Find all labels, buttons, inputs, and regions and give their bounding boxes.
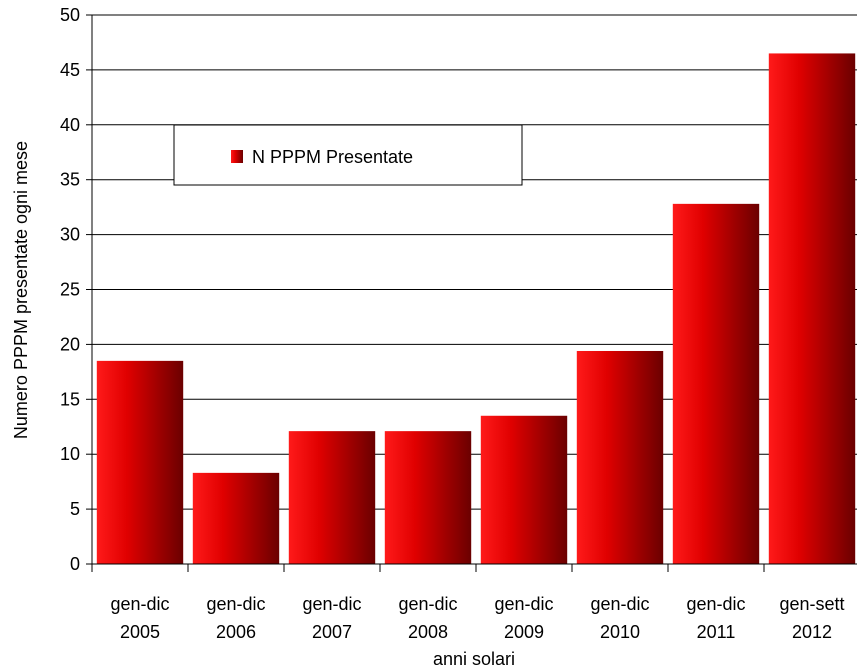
y-tick-label: 20 [60, 334, 80, 354]
x-tick-label: 2012 [792, 622, 832, 642]
bar [288, 431, 376, 564]
y-tick-label: 45 [60, 60, 80, 80]
x-tick-label: gen-dic [494, 594, 553, 614]
legend-swatch [231, 150, 243, 163]
bar [480, 415, 568, 564]
x-tick-label: gen-dic [110, 594, 169, 614]
x-tick-label: gen-dic [686, 594, 745, 614]
y-tick-label: 5 [70, 499, 80, 519]
y-tick-label: 50 [60, 5, 80, 25]
legend: N PPPM Presentate [173, 124, 523, 186]
y-tick-label: 35 [60, 170, 80, 190]
x-tick-label: 2008 [408, 622, 448, 642]
x-tick-label: gen-dic [398, 594, 457, 614]
x-tick-label: 2005 [120, 622, 160, 642]
x-tick-label: 2011 [697, 622, 736, 642]
x-axis-label: anni solari [433, 649, 515, 669]
bar [96, 360, 184, 564]
bar [768, 53, 856, 565]
y-tick-label: 30 [60, 225, 80, 245]
tick-labels: 0 5 10 15 20 25 30 35 40 45 50 gen-dic 2005 gen-dic 20… [60, 5, 845, 642]
y-axis-label: Numero PPPM presentate ogni mese [11, 141, 31, 439]
bar [576, 350, 664, 564]
x-tick-label: gen-dic [302, 594, 361, 614]
x-tick-label: gen-sett [779, 594, 844, 614]
axes [86, 14, 857, 572]
bar [672, 203, 760, 564]
y-tick-label: 40 [60, 115, 80, 135]
legend-label: N PPPM Presentate [252, 147, 413, 167]
y-tick-label: 0 [70, 554, 80, 574]
y-tick-label: 10 [60, 444, 80, 464]
bar [192, 472, 280, 564]
x-tick-label: 2009 [504, 622, 544, 642]
y-tick-label: 15 [60, 389, 80, 409]
bars [96, 53, 856, 565]
x-tick-label: 2007 [312, 622, 352, 642]
x-tick-label: 2010 [600, 622, 640, 642]
x-tick-label: gen-dic [206, 594, 265, 614]
y-tick-label: 25 [60, 280, 80, 300]
x-tick-label: 2006 [216, 622, 256, 642]
x-tick-label: gen-dic [590, 594, 649, 614]
bar [384, 431, 472, 564]
